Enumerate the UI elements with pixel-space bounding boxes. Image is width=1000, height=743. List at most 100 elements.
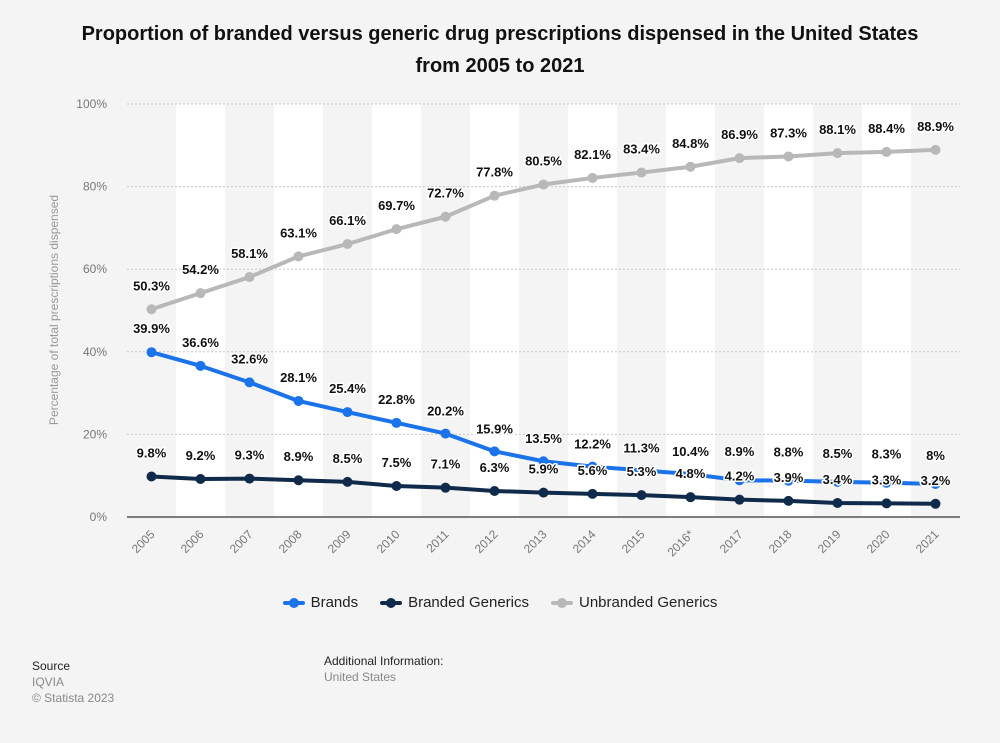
data-point[interactable]	[783, 475, 794, 486]
data-point[interactable]	[832, 497, 843, 508]
data-point[interactable]	[538, 487, 549, 498]
data-label: 4.8%	[676, 466, 706, 481]
data-point[interactable]	[195, 360, 206, 371]
data-point[interactable]	[685, 161, 696, 172]
data-point[interactable]	[244, 473, 255, 484]
plot-band	[568, 104, 617, 517]
x-tick-label: 2015	[619, 527, 648, 556]
data-point[interactable]	[146, 471, 157, 482]
data-label: 63.1%	[280, 225, 317, 240]
data-point[interactable]	[244, 272, 255, 283]
data-point[interactable]	[146, 304, 157, 315]
legend-label: Branded Generics	[408, 594, 529, 611]
x-tick-label: 2020	[864, 527, 893, 556]
data-point[interactable]	[293, 475, 304, 486]
data-label: 15.9%	[476, 421, 513, 436]
legend-item[interactable]: Unbranded Generics	[551, 594, 717, 611]
data-label: 3.3%	[872, 472, 902, 487]
data-label: 69.7%	[378, 198, 415, 213]
data-point[interactable]	[391, 224, 402, 235]
x-tick-label: 2009	[325, 527, 354, 556]
data-label: 8.5%	[333, 451, 363, 466]
data-point[interactable]	[685, 469, 696, 480]
data-point[interactable]	[244, 377, 255, 388]
data-point[interactable]	[342, 407, 353, 418]
y-tick-label: 40%	[83, 345, 107, 359]
data-point[interactable]	[195, 288, 206, 299]
legend-swatch	[282, 597, 305, 608]
data-point[interactable]	[342, 239, 353, 250]
data-label: 50.3%	[133, 278, 170, 293]
data-point[interactable]	[881, 498, 892, 509]
data-point[interactable]	[489, 190, 500, 201]
data-point[interactable]	[342, 476, 353, 487]
data-label: 8.9%	[725, 444, 755, 459]
y-tick-label: 20%	[83, 427, 107, 441]
data-point[interactable]	[930, 478, 941, 489]
data-point[interactable]	[440, 482, 451, 493]
data-point[interactable]	[685, 492, 696, 503]
data-point[interactable]	[195, 474, 206, 485]
data-point[interactable]	[391, 481, 402, 492]
data-label: 8.8%	[774, 445, 804, 460]
data-point[interactable]	[146, 347, 157, 358]
legend-swatch	[551, 597, 573, 608]
data-point[interactable]	[440, 211, 451, 222]
data-point[interactable]	[538, 179, 549, 190]
data-point[interactable]	[734, 475, 745, 486]
data-label: 82.1%	[574, 147, 611, 162]
data-point[interactable]	[587, 172, 598, 183]
data-point[interactable]	[783, 495, 794, 506]
data-point[interactable]	[832, 476, 843, 487]
data-label: 5.3%	[627, 464, 657, 479]
legend: Brands Branded Generics Unbranded Generics	[0, 594, 1000, 611]
data-point[interactable]	[881, 146, 892, 157]
data-label: 12.2%	[574, 437, 611, 452]
x-tick-label: 2006	[178, 527, 207, 556]
data-label: 3.9%	[774, 470, 804, 485]
y-tick-label: 100%	[76, 97, 107, 111]
data-label: 22.8%	[378, 392, 415, 407]
data-point[interactable]	[783, 151, 794, 162]
data-point[interactable]	[734, 153, 745, 164]
data-label: 84.8%	[672, 136, 709, 151]
data-label: 86.9%	[721, 127, 758, 142]
data-label: 28.1%	[280, 370, 317, 385]
additional-info-block: Additional Information: United States	[324, 653, 443, 685]
data-point[interactable]	[636, 490, 647, 501]
data-label: 25.4%	[329, 381, 366, 396]
data-point[interactable]	[391, 417, 402, 428]
legend-swatch	[380, 597, 403, 608]
data-label: 66.1%	[329, 213, 366, 228]
legend-item[interactable]: Branded Generics	[380, 594, 529, 611]
data-point[interactable]	[636, 167, 647, 178]
data-point[interactable]	[734, 494, 745, 505]
plot-band	[666, 104, 715, 517]
legend-item[interactable]: Brands	[282, 594, 358, 611]
data-point[interactable]	[587, 488, 598, 499]
data-label: 88.4%	[868, 121, 905, 136]
data-point[interactable]	[832, 148, 843, 159]
x-tick-label: 2017	[717, 527, 746, 556]
chart-title: Proportion of branded versus generic dru…	[81, 23, 919, 77]
data-label: 20.2%	[427, 404, 464, 419]
data-point[interactable]	[489, 485, 500, 496]
x-tick-label: 2005	[129, 527, 158, 556]
data-point[interactable]	[538, 456, 549, 467]
plot-band	[176, 104, 225, 517]
data-label: 5.9%	[529, 462, 559, 477]
data-point[interactable]	[636, 465, 647, 476]
data-point[interactable]	[293, 395, 304, 406]
data-point[interactable]	[489, 446, 500, 457]
data-point[interactable]	[440, 428, 451, 439]
plot-band	[274, 104, 323, 517]
data-point[interactable]	[930, 144, 941, 155]
data-label: 7.1%	[431, 457, 461, 472]
chart-plot: 0% 20% 40% 60% 80% 100% 2005 2006 2007 2008 2009 2…	[47, 97, 960, 559]
data-point[interactable]	[881, 477, 892, 488]
data-point[interactable]	[293, 251, 304, 262]
x-tick-label: 2012	[472, 527, 501, 556]
data-point[interactable]	[587, 461, 598, 472]
data-point[interactable]	[930, 498, 941, 509]
data-label: 3.4%	[823, 472, 853, 487]
